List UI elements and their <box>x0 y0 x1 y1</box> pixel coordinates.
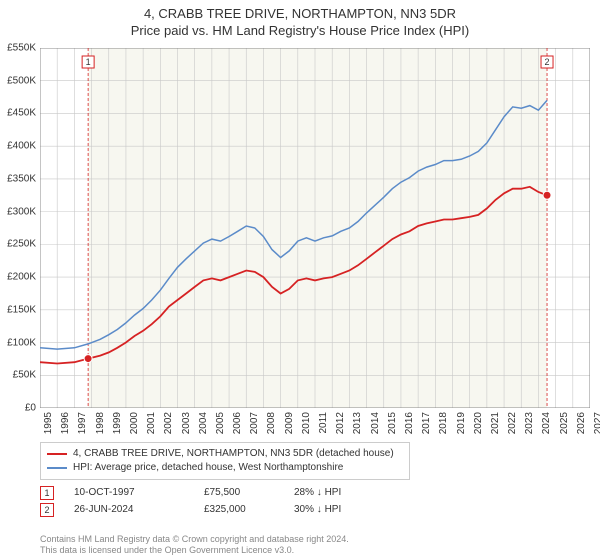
chart-plot-area: 12 <box>40 48 590 408</box>
x-tick-label: 2023 <box>524 412 535 434</box>
x-tick-label: 1995 <box>43 412 54 434</box>
x-tick-label: 2009 <box>284 412 295 434</box>
y-tick-label: £250K <box>7 239 36 250</box>
x-tick-label: 2011 <box>318 412 329 434</box>
x-tick-label: 2014 <box>370 412 381 434</box>
x-tick-label: 2019 <box>456 412 467 434</box>
marker-row-1: 1 10-OCT-1997 £75,500 28% ↓ HPI <box>40 484 580 501</box>
x-tick-label: 1999 <box>112 412 123 434</box>
legend-label-price-paid: 4, CRABB TREE DRIVE, NORTHAMPTON, NN3 5D… <box>73 447 394 461</box>
marker-delta-1: 28% ↓ HPI <box>294 484 341 501</box>
marker-price-2: £325,000 <box>204 501 294 518</box>
chart-title-block: 4, CRABB TREE DRIVE, NORTHAMPTON, NN3 5D… <box>0 0 600 40</box>
x-tick-label: 1996 <box>60 412 71 434</box>
x-tick-label: 1998 <box>95 412 106 434</box>
legend-label-hpi: HPI: Average price, detached house, West… <box>73 461 343 475</box>
y-tick-label: £0 <box>25 403 36 414</box>
x-tick-label: 2005 <box>215 412 226 434</box>
x-tick-label: 2025 <box>559 412 570 434</box>
x-tick-label: 2015 <box>387 412 398 434</box>
x-tick-label: 2006 <box>232 412 243 434</box>
y-tick-label: £150K <box>7 304 36 315</box>
x-tick-label: 2012 <box>335 412 346 434</box>
x-tick-label: 2003 <box>181 412 192 434</box>
x-tick-label: 2021 <box>490 412 501 434</box>
y-tick-label: £50K <box>13 370 36 381</box>
marker-date-2: 26-JUN-2024 <box>74 501 204 518</box>
x-tick-label: 2024 <box>541 412 552 434</box>
x-tick-label: 2026 <box>576 412 587 434</box>
x-tick-label: 2020 <box>473 412 484 434</box>
marker-badge-2: 2 <box>40 503 54 517</box>
y-tick-label: £300K <box>7 206 36 217</box>
x-tick-label: 2000 <box>129 412 140 434</box>
legend-box: 4, CRABB TREE DRIVE, NORTHAMPTON, NN3 5D… <box>40 442 410 480</box>
x-tick-label: 2007 <box>249 412 260 434</box>
y-tick-label: £200K <box>7 272 36 283</box>
chart-title-line1: 4, CRABB TREE DRIVE, NORTHAMPTON, NN3 5D… <box>0 6 600 23</box>
marker-table: 1 10-OCT-1997 £75,500 28% ↓ HPI 2 26-JUN… <box>40 484 580 518</box>
marker-date-1: 10-OCT-1997 <box>74 484 204 501</box>
x-tick-label: 2018 <box>438 412 449 434</box>
legend-swatch-hpi <box>47 467 67 469</box>
x-tick-label: 2004 <box>198 412 209 434</box>
x-tick-label: 2016 <box>404 412 415 434</box>
x-tick-label: 2013 <box>352 412 363 434</box>
chart-title-line2: Price paid vs. HM Land Registry's House … <box>0 23 600 40</box>
y-tick-label: £500K <box>7 75 36 86</box>
legend-row-hpi: HPI: Average price, detached house, West… <box>47 461 403 475</box>
marker-price-1: £75,500 <box>204 484 294 501</box>
footer-line2: This data is licensed under the Open Gov… <box>40 545 349 556</box>
y-tick-label: £350K <box>7 173 36 184</box>
marker-badge-1: 1 <box>40 486 54 500</box>
y-tick-label: £400K <box>7 141 36 152</box>
y-axis-labels: £0£50K£100K£150K£200K£250K£300K£350K£400… <box>0 48 40 408</box>
x-tick-label: 2002 <box>163 412 174 434</box>
svg-text:1: 1 <box>86 57 91 67</box>
x-tick-label: 2027 <box>593 412 600 434</box>
x-tick-label: 2022 <box>507 412 518 434</box>
legend-row-price-paid: 4, CRABB TREE DRIVE, NORTHAMPTON, NN3 5D… <box>47 447 403 461</box>
x-tick-label: 2008 <box>266 412 277 434</box>
footer-attribution: Contains HM Land Registry data © Crown c… <box>40 534 349 557</box>
svg-text:2: 2 <box>545 57 550 67</box>
x-axis-labels: 1995 1996 1997 1998 1999 2000 2001 2002 2003 2004… <box>40 410 590 440</box>
y-tick-label: £100K <box>7 337 36 348</box>
x-tick-label: 2010 <box>301 412 312 434</box>
x-tick-label: 2001 <box>146 412 157 434</box>
x-tick-label: 2017 <box>421 412 432 434</box>
chart-svg: 12 <box>40 48 590 408</box>
y-tick-label: £550K <box>7 43 36 54</box>
y-tick-label: £450K <box>7 108 36 119</box>
marker-delta-2: 30% ↓ HPI <box>294 501 341 518</box>
x-tick-label: 1997 <box>77 412 88 434</box>
footer-line1: Contains HM Land Registry data © Crown c… <box>40 534 349 545</box>
legend-swatch-price-paid <box>47 453 67 455</box>
marker-row-2: 2 26-JUN-2024 £325,000 30% ↓ HPI <box>40 501 580 518</box>
